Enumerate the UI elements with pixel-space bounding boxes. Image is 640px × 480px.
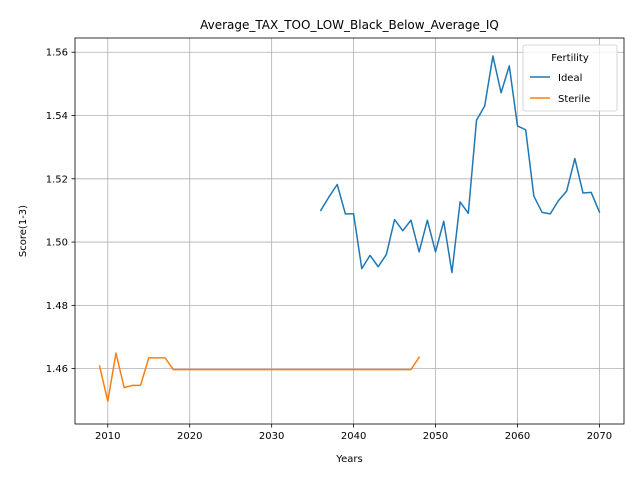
x-tick-label: 2040 (341, 431, 366, 442)
legend-label-sterile: Sterile (558, 94, 590, 105)
legend-title: Fertility (551, 53, 589, 64)
legend-label-ideal: Ideal (558, 73, 582, 84)
x-axis-label: Years (335, 454, 362, 465)
y-tick-label: 1.46 (46, 364, 68, 375)
x-tick-label: 2020 (177, 431, 202, 442)
y-tick-label: 1.50 (46, 238, 68, 249)
legend: Fertility Ideal Sterile (523, 45, 617, 111)
chart-title: Average_TAX_TOO_LOW_Black_Below_Average_… (200, 18, 499, 32)
x-tick-label: 2050 (423, 431, 448, 442)
y-tick-label: 1.54 (46, 111, 68, 122)
y-axis-label: Score(1-3) (18, 205, 29, 257)
y-tick-label: 1.48 (46, 301, 68, 312)
x-tick-label: 2060 (505, 431, 530, 442)
x-tick-label: 2070 (587, 431, 612, 442)
x-tick-label: 2030 (259, 431, 284, 442)
y-tick-label: 1.52 (46, 174, 68, 185)
y-tick-label: 1.56 (46, 48, 68, 59)
x-tick-label: 2010 (95, 431, 120, 442)
